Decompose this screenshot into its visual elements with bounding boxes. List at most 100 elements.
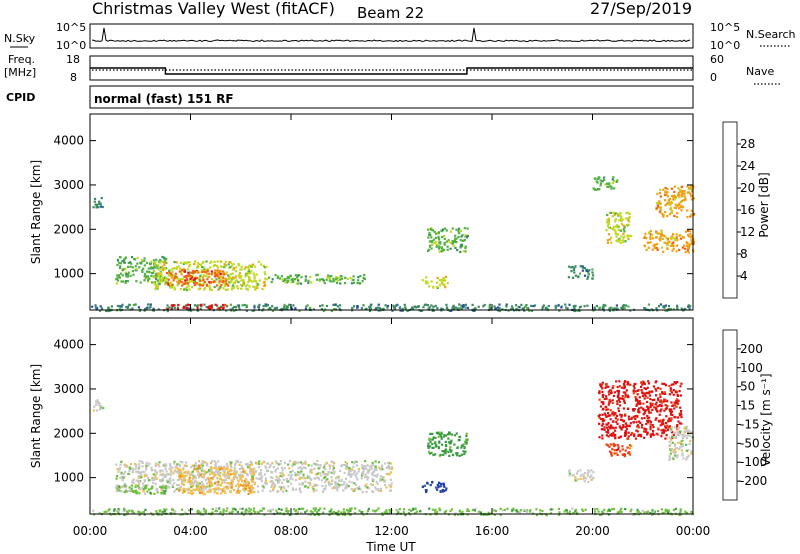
echo-cell: [677, 203, 681, 206]
echo-cell: [235, 471, 238, 474]
echo-cell: [268, 466, 271, 469]
echo-cell: [674, 451, 677, 454]
echo-cell: [638, 400, 641, 403]
echo-cell: [285, 489, 288, 492]
echo-cell: [369, 468, 372, 471]
echo-cell: [183, 478, 186, 481]
echo-cell: [333, 462, 336, 465]
echo-cell: [688, 230, 691, 233]
echo-cell: [688, 307, 691, 310]
echo-cell: [163, 276, 166, 279]
echo-cell: [689, 233, 692, 236]
echo-cell: [617, 392, 620, 395]
echo-cell: [315, 489, 318, 492]
echo-cell: [274, 468, 277, 471]
echo-cell: [291, 487, 295, 491]
echo-cell: [128, 509, 131, 512]
echo-cell: [192, 278, 195, 281]
echo-cell: [187, 282, 190, 285]
echo-cell: [155, 472, 158, 475]
echo-cell: [195, 282, 198, 285]
echo-cell: [461, 510, 464, 514]
echo-cell: [255, 477, 258, 480]
echo-cell: [619, 509, 622, 512]
echo-cell: [229, 273, 232, 276]
echo-cell: [206, 275, 209, 278]
echo-cell: [458, 454, 461, 457]
echo-cell: [626, 395, 630, 398]
echo-cell: [671, 209, 674, 212]
echo-cell: [225, 271, 228, 274]
echo-cell: [300, 512, 303, 515]
echo-cell: [474, 307, 477, 311]
echo-cell: [362, 465, 365, 468]
echo-cell: [299, 476, 302, 479]
echo-cell: [306, 476, 309, 479]
echo-cell: [202, 279, 205, 282]
echo-cell: [305, 509, 308, 512]
echo-cell: [218, 275, 221, 278]
echo-cell: [148, 462, 151, 465]
echo-cell: [227, 277, 231, 281]
echo-cell: [151, 267, 154, 270]
echo-cell: [143, 309, 146, 312]
echo-cell: [617, 394, 620, 397]
echo-cell: [204, 274, 207, 277]
echo-cell: [670, 410, 674, 413]
echo-cell: [457, 439, 460, 442]
echo-cell: [124, 280, 127, 283]
echo-cell: [609, 409, 612, 412]
echo-cell: [549, 508, 552, 511]
echo-cell: [611, 399, 614, 402]
echo-cell: [194, 479, 197, 482]
cpid-value: normal (fast) 151 RF: [94, 92, 234, 106]
echo-cell: [356, 282, 359, 285]
echo-cell: [621, 448, 624, 451]
echo-cell: [239, 483, 242, 486]
echo-cell: [327, 470, 330, 474]
echo-cell: [187, 268, 190, 271]
echo-cell: [442, 283, 445, 286]
echo-cell: [143, 474, 146, 477]
echo-cell: [664, 204, 667, 207]
echo-cell: [134, 303, 137, 306]
echo-cell: [583, 480, 586, 483]
echo-cell: [669, 387, 672, 390]
echo-cell: [635, 421, 638, 424]
echo-cell: [247, 489, 250, 492]
echo-cell: [665, 236, 668, 239]
echo-cell: [623, 455, 626, 458]
echo-cell: [649, 241, 652, 244]
echo-cell: [117, 508, 120, 511]
echo-cell: [319, 471, 322, 474]
echo-cell: [634, 418, 637, 421]
echo-cell: [171, 274, 174, 277]
echo-cell: [622, 232, 625, 235]
echo-cell: [366, 464, 369, 467]
echo-cell: [128, 304, 131, 307]
velocity-ylabel: Slant Range [km]: [29, 364, 43, 468]
echo-cell: [145, 275, 148, 278]
echo-cell: [653, 406, 656, 409]
echo-cell: [219, 477, 222, 480]
echo-cell: [343, 282, 347, 285]
echo-cell: [453, 443, 456, 446]
echo-cell: [437, 247, 441, 250]
echo-cell: [182, 282, 185, 286]
echo-cell: [195, 467, 198, 471]
echo-cell: [272, 483, 275, 486]
echo-cell: [158, 277, 161, 280]
echo-cell: [170, 284, 173, 287]
echo-cell: [601, 434, 604, 437]
nave-tick-bottom: 0: [710, 71, 717, 84]
echo-cell: [437, 236, 440, 239]
echo-cell: [558, 513, 561, 516]
echo-cell: [609, 418, 612, 421]
echo-cell: [601, 420, 604, 423]
echo-cell: [618, 237, 621, 240]
echo-cell: [607, 217, 611, 220]
echo-cell: [615, 420, 618, 423]
echo-cell: [688, 187, 691, 190]
echo-cell: [328, 513, 331, 516]
echo-cell: [216, 304, 219, 307]
